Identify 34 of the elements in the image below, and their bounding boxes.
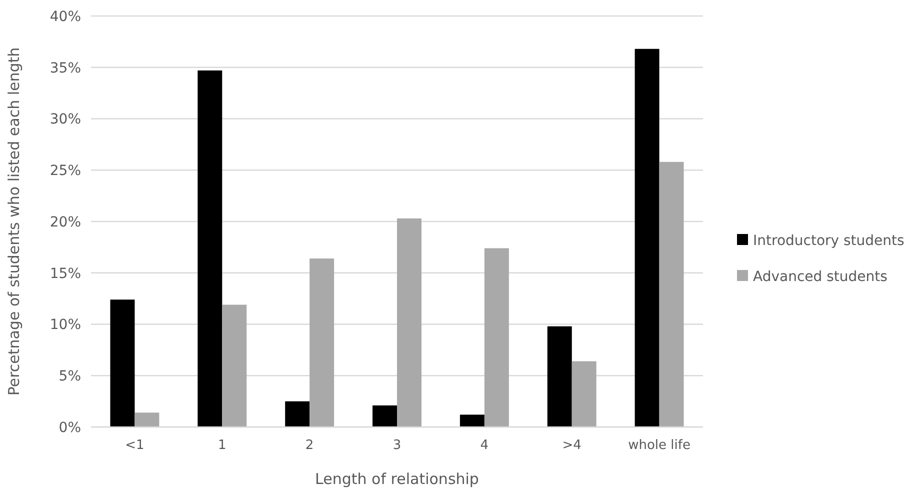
- bar: [310, 258, 334, 427]
- bar: [397, 218, 422, 427]
- x-tick-label: whole life: [628, 438, 690, 453]
- bar: [372, 405, 397, 427]
- bar: [285, 401, 310, 427]
- bar: [484, 248, 509, 427]
- x-tick-label: 2: [305, 438, 314, 453]
- x-tick-label: 1: [218, 438, 226, 453]
- bar: [134, 412, 160, 427]
- bar: [659, 162, 684, 427]
- y-tick-label: 25%: [50, 163, 81, 180]
- y-tick-label: 35%: [50, 60, 81, 76]
- x-axis-title: Length of relationship: [315, 470, 479, 488]
- y-tick-label: 10%: [50, 317, 81, 334]
- y-tick-label: 20%: [50, 214, 81, 230]
- bar: [110, 300, 135, 427]
- x-tick-label: <1: [125, 438, 144, 453]
- y-axis-title: Percetnage of students who listed each length: [5, 47, 23, 396]
- legend-label: Introductory students: [753, 232, 904, 249]
- y-tick-label: 40%: [50, 8, 81, 25]
- bar: [460, 414, 484, 427]
- bar: [634, 48, 660, 427]
- x-tick-label: >4: [562, 438, 582, 453]
- legend-label: Advanced students: [753, 268, 888, 285]
- bar: [222, 304, 247, 427]
- y-tick-label: 30%: [50, 112, 81, 128]
- bar: [198, 70, 222, 427]
- y-tick-label: 5%: [58, 368, 81, 385]
- bar: [547, 326, 572, 427]
- y-tick-label: 15%: [50, 266, 81, 282]
- x-tick-label: 4: [480, 438, 489, 453]
- y-tick-label: 0%: [58, 420, 81, 436]
- x-tick-label: 3: [392, 438, 402, 453]
- bar: [572, 361, 596, 427]
